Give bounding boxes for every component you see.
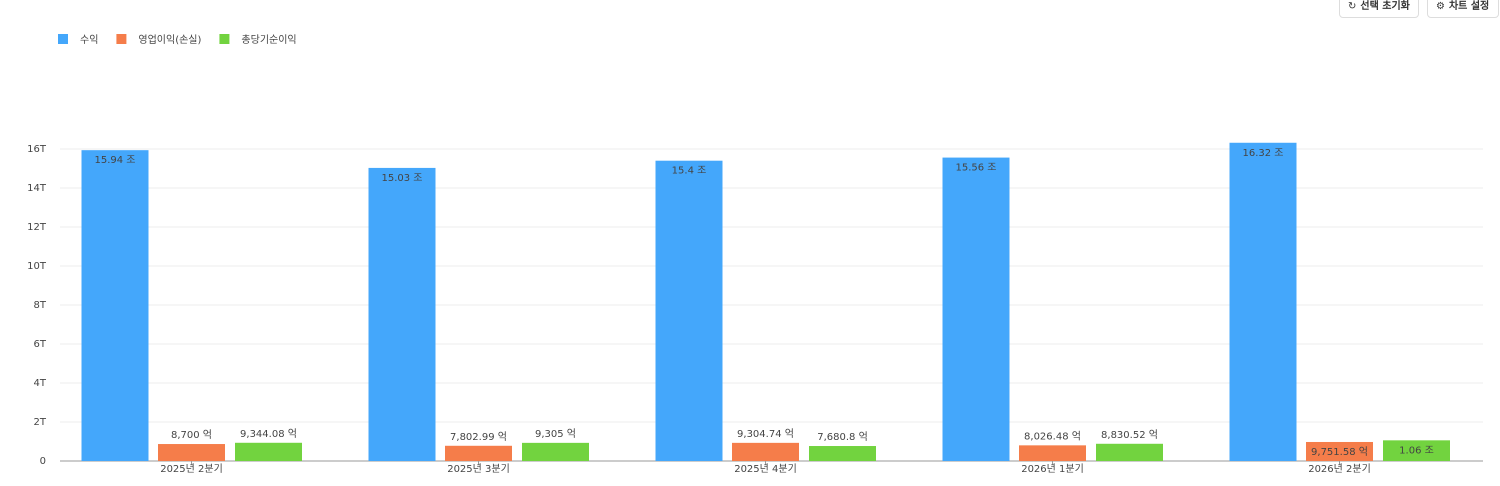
legend-label[interactable]: 총당기순이익 (241, 34, 296, 46)
bar[interactable] (522, 442, 589, 461)
button-label: 선택 초기화 (1360, 1, 1410, 12)
x-tick-label: 2026년 2분기 (1308, 463, 1371, 475)
value-label: 7,802.99 억 (450, 431, 507, 443)
value-label: 15.4 조 (672, 166, 707, 177)
legend-swatch[interactable] (58, 34, 68, 44)
y-tick-label: 4T (34, 378, 47, 389)
y-tick-label: 10T (27, 261, 47, 272)
value-label: 9,751.58 억 (1311, 446, 1368, 458)
value-label: 16.32 조 (1242, 148, 1283, 159)
value-label: 8,026.48 억 (1024, 430, 1081, 442)
value-label: 9,304.74 억 (737, 428, 794, 440)
bar[interactable] (1096, 443, 1163, 461)
settings-button[interactable]: ⚙ 차트 설정 (1427, 0, 1499, 18)
value-label: 1.06 조 (1399, 445, 1434, 456)
bar[interactable] (368, 167, 436, 462)
y-tick-label: 2T (34, 417, 47, 428)
bar[interactable] (655, 160, 723, 461)
bar[interactable] (732, 442, 799, 461)
value-label: 8,700 억 (171, 429, 212, 441)
y-tick-label: 16T (27, 144, 47, 155)
bar[interactable] (942, 157, 1010, 461)
y-tick-label: 0 (40, 456, 46, 467)
x-tick-label: 2025년 2분기 (160, 463, 223, 475)
bar[interactable] (158, 444, 225, 461)
legend-swatch[interactable] (116, 34, 127, 44)
y-tick-label: 14T (27, 183, 47, 194)
x-tick-label: 2025년 4분기 (734, 463, 797, 475)
bar[interactable] (1229, 142, 1297, 461)
y-tick-label: 8T (34, 300, 47, 311)
bar[interactable] (235, 442, 302, 461)
value-label: 9,305 억 (535, 428, 576, 440)
bar[interactable] (809, 446, 876, 461)
bar[interactable] (81, 150, 149, 462)
bar[interactable] (445, 445, 512, 461)
bar[interactable] (1306, 441, 1373, 461)
value-label: 7,680.8 억 (817, 431, 868, 443)
value-label: 9,344.08 억 (240, 428, 297, 440)
y-tick-label: 6T (34, 339, 47, 350)
bar[interactable] (1019, 445, 1086, 461)
value-label: 15.56 조 (955, 163, 996, 174)
icon: ↻ (1348, 1, 1357, 12)
value-label: 15.94 조 (94, 155, 135, 166)
reset-button[interactable]: ↻ 선택 초기화 (1339, 0, 1419, 18)
value-label: 8,830.52 억 (1101, 429, 1158, 441)
legend-label[interactable]: 영업이익(손실) (138, 33, 201, 46)
icon: ⚙ (1436, 1, 1445, 12)
legend-label[interactable]: 수익 (80, 34, 98, 46)
bar[interactable] (1383, 440, 1450, 461)
button-label: 차트 설정 (1448, 1, 1490, 12)
value-label: 15.03 조 (381, 173, 422, 184)
y-tick-label: 12T (27, 222, 47, 233)
x-tick-label: 2025년 3분기 (447, 463, 510, 475)
legend-swatch[interactable] (219, 34, 230, 44)
x-tick-label: 2026년 1분기 (1021, 463, 1084, 475)
